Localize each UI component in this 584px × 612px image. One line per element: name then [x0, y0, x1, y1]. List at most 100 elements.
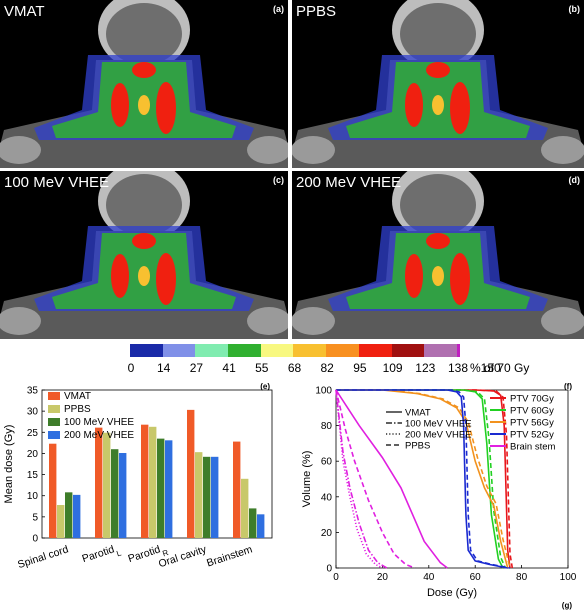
bar — [249, 508, 257, 538]
y-tick-label: 10 — [27, 491, 39, 502]
x-category-label: Oral cavity — [157, 543, 209, 570]
ct-panel-a: VMAT (a) — [0, 0, 288, 168]
bar — [211, 456, 219, 538]
left-shoulder-bone — [0, 136, 41, 164]
y-tick-label: 15 — [27, 470, 39, 481]
left-shoulder-bone — [292, 307, 335, 335]
x-tick-label: 0 — [333, 572, 339, 583]
panel-letter: (f) — [564, 382, 572, 391]
x-tick-label: 40 — [423, 572, 435, 583]
dose-hotspot-center — [138, 95, 150, 115]
ct-dose-image — [292, 0, 584, 168]
legend-swatch — [48, 392, 60, 400]
dose-hotspot-center — [138, 266, 150, 286]
right-shoulder-bone — [541, 136, 584, 164]
colorbar-tick-label: 27 — [189, 361, 204, 375]
dose-hotspot-right — [450, 82, 470, 134]
right-shoulder-bone — [541, 307, 584, 335]
right-shoulder-bone — [247, 136, 288, 164]
dose-hotspot-top — [132, 62, 156, 78]
dose-hotspot-center — [432, 95, 444, 115]
panel-label: 200 MeV VHEE — [296, 174, 402, 191]
bar — [65, 492, 73, 538]
brain — [400, 174, 476, 236]
x-category-subscript: R — [161, 548, 169, 558]
colorbar-segment — [391, 344, 425, 357]
dose-hotspot-left — [111, 83, 129, 127]
ct-panel-c: 100 MeV VHEE (c) — [0, 171, 288, 339]
bar — [195, 452, 203, 538]
colorbar-segment — [326, 344, 359, 357]
legend-label: PPBS — [405, 441, 430, 452]
dose-colorbar — [130, 344, 460, 357]
legend-label: Brain stem — [510, 442, 555, 453]
x-tick-label: 100 — [560, 572, 577, 583]
colorbar-tick-label: 123 — [415, 361, 436, 375]
legend-label: VMAT — [405, 408, 431, 419]
dose-hotspot-top — [132, 233, 156, 249]
colorbar-tick-label: 150 — [480, 361, 501, 375]
colorbar-segment — [358, 344, 392, 357]
panel-label: VMAT — [4, 3, 45, 20]
y-axis-label: Mean dose (Gy) — [3, 425, 15, 504]
dose-hotspot-top — [426, 62, 450, 78]
colorbar-tick-label: 82 — [320, 361, 334, 375]
dose-hotspot-top — [426, 233, 450, 249]
bar — [103, 432, 111, 538]
dose-hotspot-left — [405, 254, 423, 298]
panel-letter: (a) — [273, 4, 284, 14]
x-category-label: Parotid — [81, 543, 117, 565]
colorbar-unit: % of 70 Gy — [470, 361, 530, 375]
bar — [241, 478, 249, 538]
ct-panel-b: PPBS (b) — [292, 0, 584, 168]
x-category-subscript: L — [115, 548, 123, 558]
colorbar-segment — [456, 344, 460, 357]
bar — [203, 456, 211, 538]
bar — [119, 453, 127, 538]
x-category-label: Spinal cord — [16, 543, 70, 571]
x-tick-label: 80 — [516, 572, 528, 583]
bar — [149, 426, 157, 538]
dvh-curve — [335, 389, 388, 569]
bar — [233, 441, 241, 538]
panel-label: PPBS — [296, 3, 337, 20]
mean-dose-bar-chart: 0 5 10 15 20 25 30 35 Mean dose (Gy) (e) Spinal co… — [3, 382, 273, 571]
legend-label: PTV 52Gy — [510, 430, 554, 441]
bar — [157, 438, 165, 538]
y-tick-label: 60 — [321, 457, 333, 468]
x-category-label: Brainstem — [205, 543, 254, 569]
legend-label: 100 MeV VHEE — [405, 419, 472, 430]
bar — [49, 443, 57, 538]
panel-label: 100 MeV VHEE — [4, 174, 110, 191]
colorbar-segment — [228, 344, 261, 357]
colorbar-segment — [195, 344, 229, 357]
y-axis-label: Volume (%) — [301, 451, 313, 508]
left-shoulder-bone — [0, 307, 41, 335]
y-tick-label: 20 — [27, 449, 39, 460]
colorbar-tick-label: 55 — [255, 361, 269, 375]
legend-label: PTV 56Gy — [510, 418, 554, 429]
dose-hotspot-left — [405, 83, 423, 127]
dose-hotspot-right — [156, 253, 176, 305]
bar — [111, 449, 119, 538]
dvh-curve — [335, 389, 448, 569]
y-tick-label: 25 — [27, 428, 39, 439]
dvh-curve — [335, 389, 383, 569]
colorbar-tick-label: 41 — [222, 361, 236, 375]
colorbar-tick-label: 109 — [382, 361, 403, 375]
legend-label: 200 MeV VHEE — [405, 430, 472, 441]
dvh-curve — [335, 389, 416, 569]
legend-swatch — [48, 418, 60, 426]
colorbar-tick-label: 14 — [157, 361, 171, 375]
y-tick-label: 0 — [32, 534, 38, 545]
bar — [141, 424, 149, 538]
y-tick-label: 20 — [321, 528, 333, 539]
x-tick-label: 20 — [377, 572, 389, 583]
colorbar-tick-label: 95 — [353, 361, 367, 375]
bar — [73, 494, 81, 538]
x-category-label: Parotid — [127, 543, 163, 565]
y-tick-label: 35 — [27, 386, 39, 397]
colorbar-tick-label: 68 — [287, 361, 302, 375]
panel-letter: (g) — [562, 601, 573, 610]
dose-hotspot-right — [156, 82, 176, 134]
